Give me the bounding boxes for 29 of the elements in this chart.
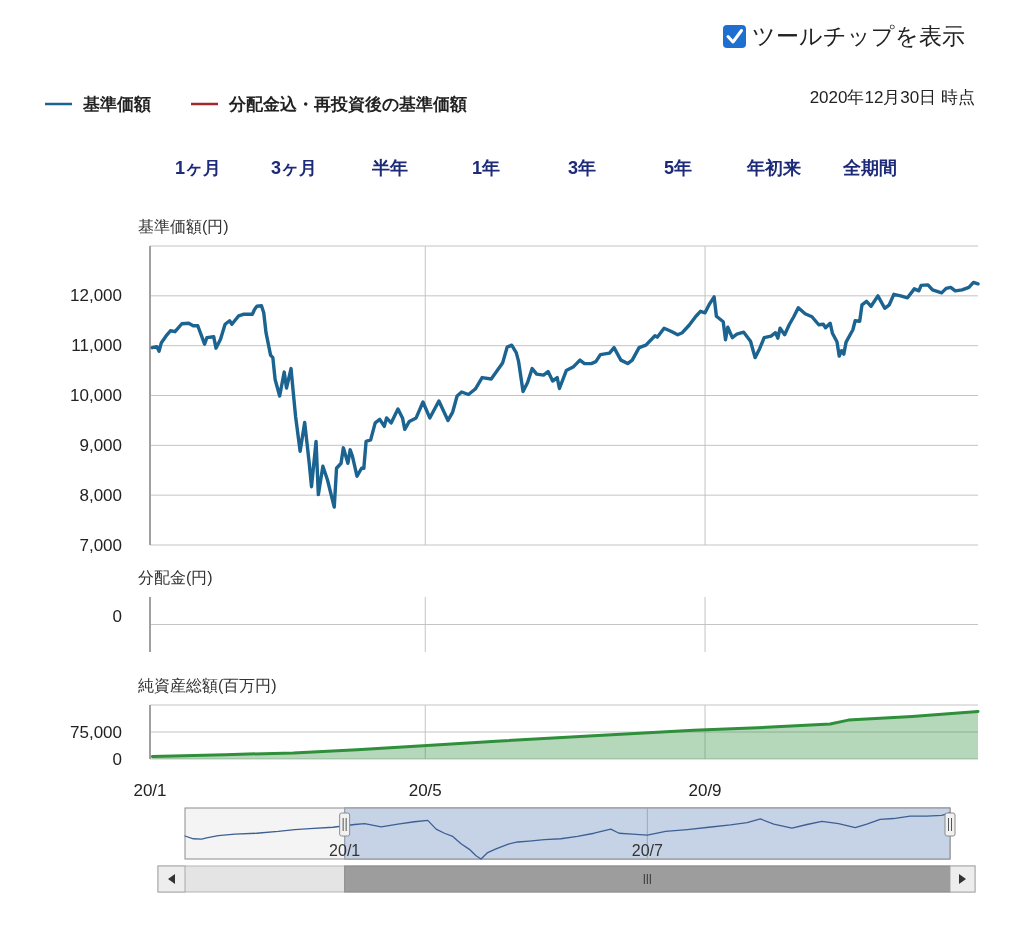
y-axis-title: 基準価額(円) [138, 217, 229, 235]
y-tick-label: 0 [112, 749, 122, 769]
text: 3ヶ月 [270, 158, 318, 178]
text: 分配金(円) [138, 568, 213, 586]
y-tick-label: 9,000 [79, 435, 122, 455]
text: 3年 [567, 158, 597, 178]
text: 全期間 [842, 158, 897, 178]
text: 1ヶ月 [174, 158, 222, 178]
x-tick-label: 20/7 [631, 841, 663, 859]
y-tick-label: 11,000 [71, 336, 122, 356]
y-tick-label: 10,000 [70, 386, 122, 405]
x-tick-label: 20/9 [688, 780, 722, 800]
x-tick-label: 20/1 [133, 780, 167, 800]
text: 半年 [371, 158, 408, 178]
chart-subtitle: 2020年12月30日 時点 [809, 87, 975, 107]
text: ツールチップを表示 [752, 23, 965, 49]
y-tick-label: 12,000 [70, 286, 122, 306]
x-tick-label: 20/5 [408, 780, 442, 800]
legend-label: 分配金込・再投資後の基準価額 [228, 94, 467, 114]
y-axis-title: 純資産総額(百万円) [138, 676, 277, 694]
text: 5年 [663, 158, 693, 178]
x-tick-label: 20/1 [329, 841, 361, 859]
text: 1年 [471, 158, 501, 178]
text: 年初来 [746, 158, 801, 178]
legend-label: 基準価額 [82, 94, 151, 114]
y-tick-label: 8,000 [79, 485, 122, 505]
y-tick-label: 75,000 [70, 722, 122, 742]
line-series [150, 280, 980, 509]
y-tick-label: 7,000 [79, 535, 122, 555]
